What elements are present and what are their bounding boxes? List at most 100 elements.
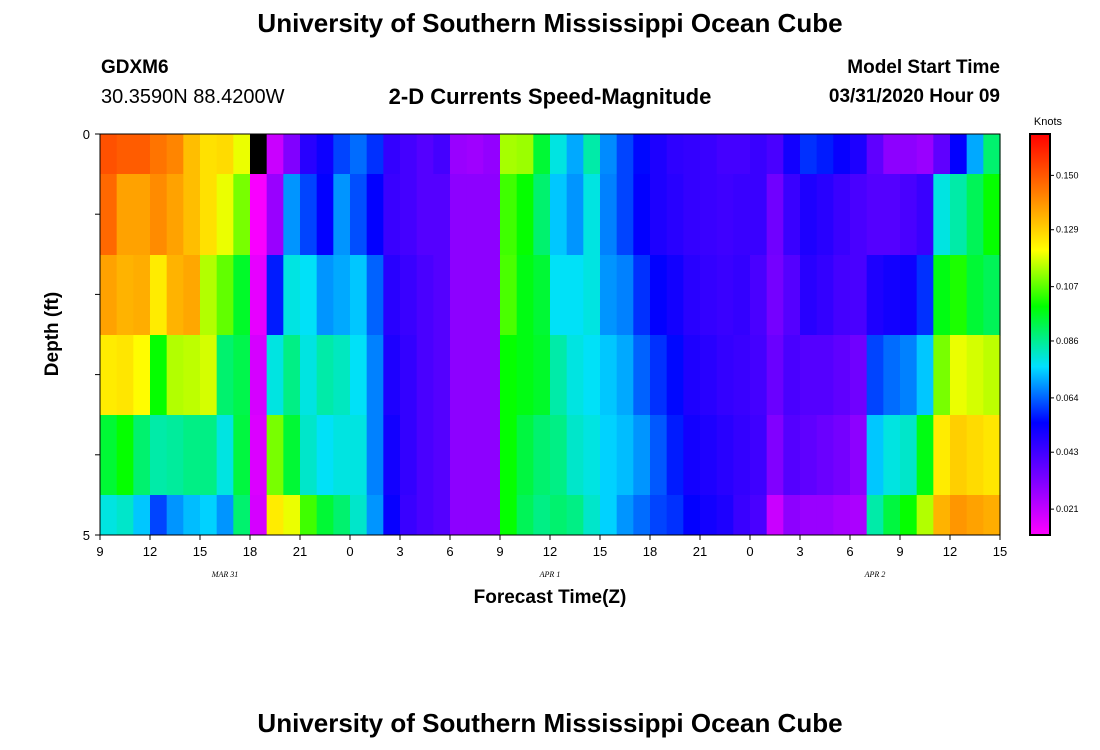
- heatmap-cell: [916, 255, 934, 336]
- heatmap-cell: [550, 335, 568, 416]
- heatmap-cell: [333, 335, 351, 416]
- heatmap-cell: [450, 415, 468, 496]
- heatmap-cell: [300, 134, 318, 175]
- heatmap-cell: [566, 134, 584, 175]
- heatmap-cell: [483, 335, 501, 416]
- heatmap-cell: [233, 134, 251, 175]
- heatmap-cell: [950, 134, 968, 175]
- heatmap-cell: [583, 495, 601, 536]
- heatmap-cell: [383, 174, 401, 256]
- heatmap-cell: [100, 255, 118, 336]
- heatmap-cell: [683, 255, 701, 336]
- heatmap-cell: [350, 174, 368, 256]
- heatmap-cell: [466, 335, 484, 416]
- heatmap-cell: [383, 255, 401, 336]
- date-label: APR 1: [539, 570, 561, 579]
- heatmap-cell: [100, 335, 118, 416]
- heatmap-cell: [133, 255, 151, 336]
- heatmap-cell: [866, 495, 884, 536]
- heatmap-cell: [466, 255, 484, 336]
- heatmap-cell: [883, 134, 901, 175]
- heatmap-cell: [683, 134, 701, 175]
- heatmap-cell: [466, 415, 484, 496]
- heatmap-cell: [650, 174, 668, 256]
- heatmap-cell: [166, 255, 184, 336]
- colorbar-tick-label: 0.150: [1056, 170, 1079, 180]
- heatmap-cell: [266, 134, 284, 175]
- heatmap-cell: [250, 495, 268, 536]
- heatmap-cell: [100, 415, 118, 496]
- heatmap-cell: [366, 335, 384, 416]
- heatmap-cell: [450, 174, 468, 256]
- heatmap-cell: [466, 495, 484, 536]
- heatmap-cell: [350, 255, 368, 336]
- heatmap-cell: [266, 415, 284, 496]
- heatmap-cell: [900, 174, 918, 256]
- colorbar-tick-label: 0.129: [1056, 225, 1079, 235]
- heatmap-cell: [750, 174, 768, 256]
- heatmap-cell: [800, 134, 818, 175]
- heatmap-cell: [916, 415, 934, 496]
- heatmap-cell: [950, 255, 968, 336]
- heatmap-cell: [666, 134, 684, 175]
- heatmap-cell: [183, 174, 201, 256]
- heatmap-cell: [933, 415, 951, 496]
- heatmap-cell: [516, 255, 534, 336]
- y-tick-label: 0: [83, 127, 90, 142]
- x-tick-label: 6: [446, 544, 453, 559]
- heatmap-cell: [566, 495, 584, 536]
- x-tick-label: 3: [396, 544, 403, 559]
- heatmap-cell: [633, 415, 651, 496]
- heatmap-cell: [950, 174, 968, 256]
- heatmap-cell: [833, 415, 851, 496]
- heatmap-cell: [650, 255, 668, 336]
- heatmap-cell: [150, 415, 168, 496]
- heatmap-cell: [350, 495, 368, 536]
- heatmap-cell: [216, 495, 234, 536]
- heatmap-cell: [416, 495, 434, 536]
- heatmap-cell: [516, 415, 534, 496]
- heatmap-cell: [800, 495, 818, 536]
- heatmap-cell: [883, 335, 901, 416]
- heatmap-cell: [666, 415, 684, 496]
- heatmap-cell: [966, 415, 984, 496]
- heatmap-cell: [500, 415, 518, 496]
- heatmap-cell: [750, 415, 768, 496]
- heatmap-cell: [116, 255, 134, 336]
- colorbar: Knots 0.150 0.129 0.107 0.086 0.064 0.043 0.02…: [1029, 116, 1079, 536]
- heatmap-cell: [700, 415, 718, 496]
- heatmap-cell: [600, 174, 618, 256]
- heatmap-cell: [400, 134, 418, 175]
- heatmap-cell: [166, 335, 184, 416]
- heatmap-cells: [100, 134, 1001, 536]
- heatmap-cell: [900, 335, 918, 416]
- heatmap-cell: [916, 134, 934, 175]
- heatmap-cell: [716, 415, 734, 496]
- heatmap-cell: [466, 174, 484, 256]
- heatmap-cell: [400, 174, 418, 256]
- heatmap-cell: [783, 174, 801, 256]
- heatmap-cell: [933, 134, 951, 175]
- heatmap-cell: [850, 415, 868, 496]
- x-tick-label: 3: [796, 544, 803, 559]
- heatmap-cell: [200, 335, 218, 416]
- heatmap-cell: [983, 134, 1001, 175]
- heatmap-cell: [700, 255, 718, 336]
- heatmap-cell: [133, 495, 151, 536]
- heatmap-cell: [900, 255, 918, 336]
- heatmap-cell: [133, 134, 151, 175]
- heatmap-cell: [450, 134, 468, 175]
- heatmap-cell: [400, 335, 418, 416]
- heatmap-cell: [350, 134, 368, 175]
- heatmap-cell: [833, 174, 851, 256]
- footer-title: University of Southern Mississippi Ocean…: [257, 708, 843, 738]
- heatmap-cell: [966, 335, 984, 416]
- heatmap-cell: [683, 415, 701, 496]
- heatmap-cell: [483, 255, 501, 336]
- heatmap-cell: [550, 174, 568, 256]
- y-axis: 05: [83, 127, 100, 543]
- station-coordinates: 30.3590N 88.4200W: [101, 86, 285, 108]
- heatmap-cell: [766, 335, 784, 416]
- heatmap-cell: [416, 174, 434, 256]
- x-tick-label: 21: [693, 544, 707, 559]
